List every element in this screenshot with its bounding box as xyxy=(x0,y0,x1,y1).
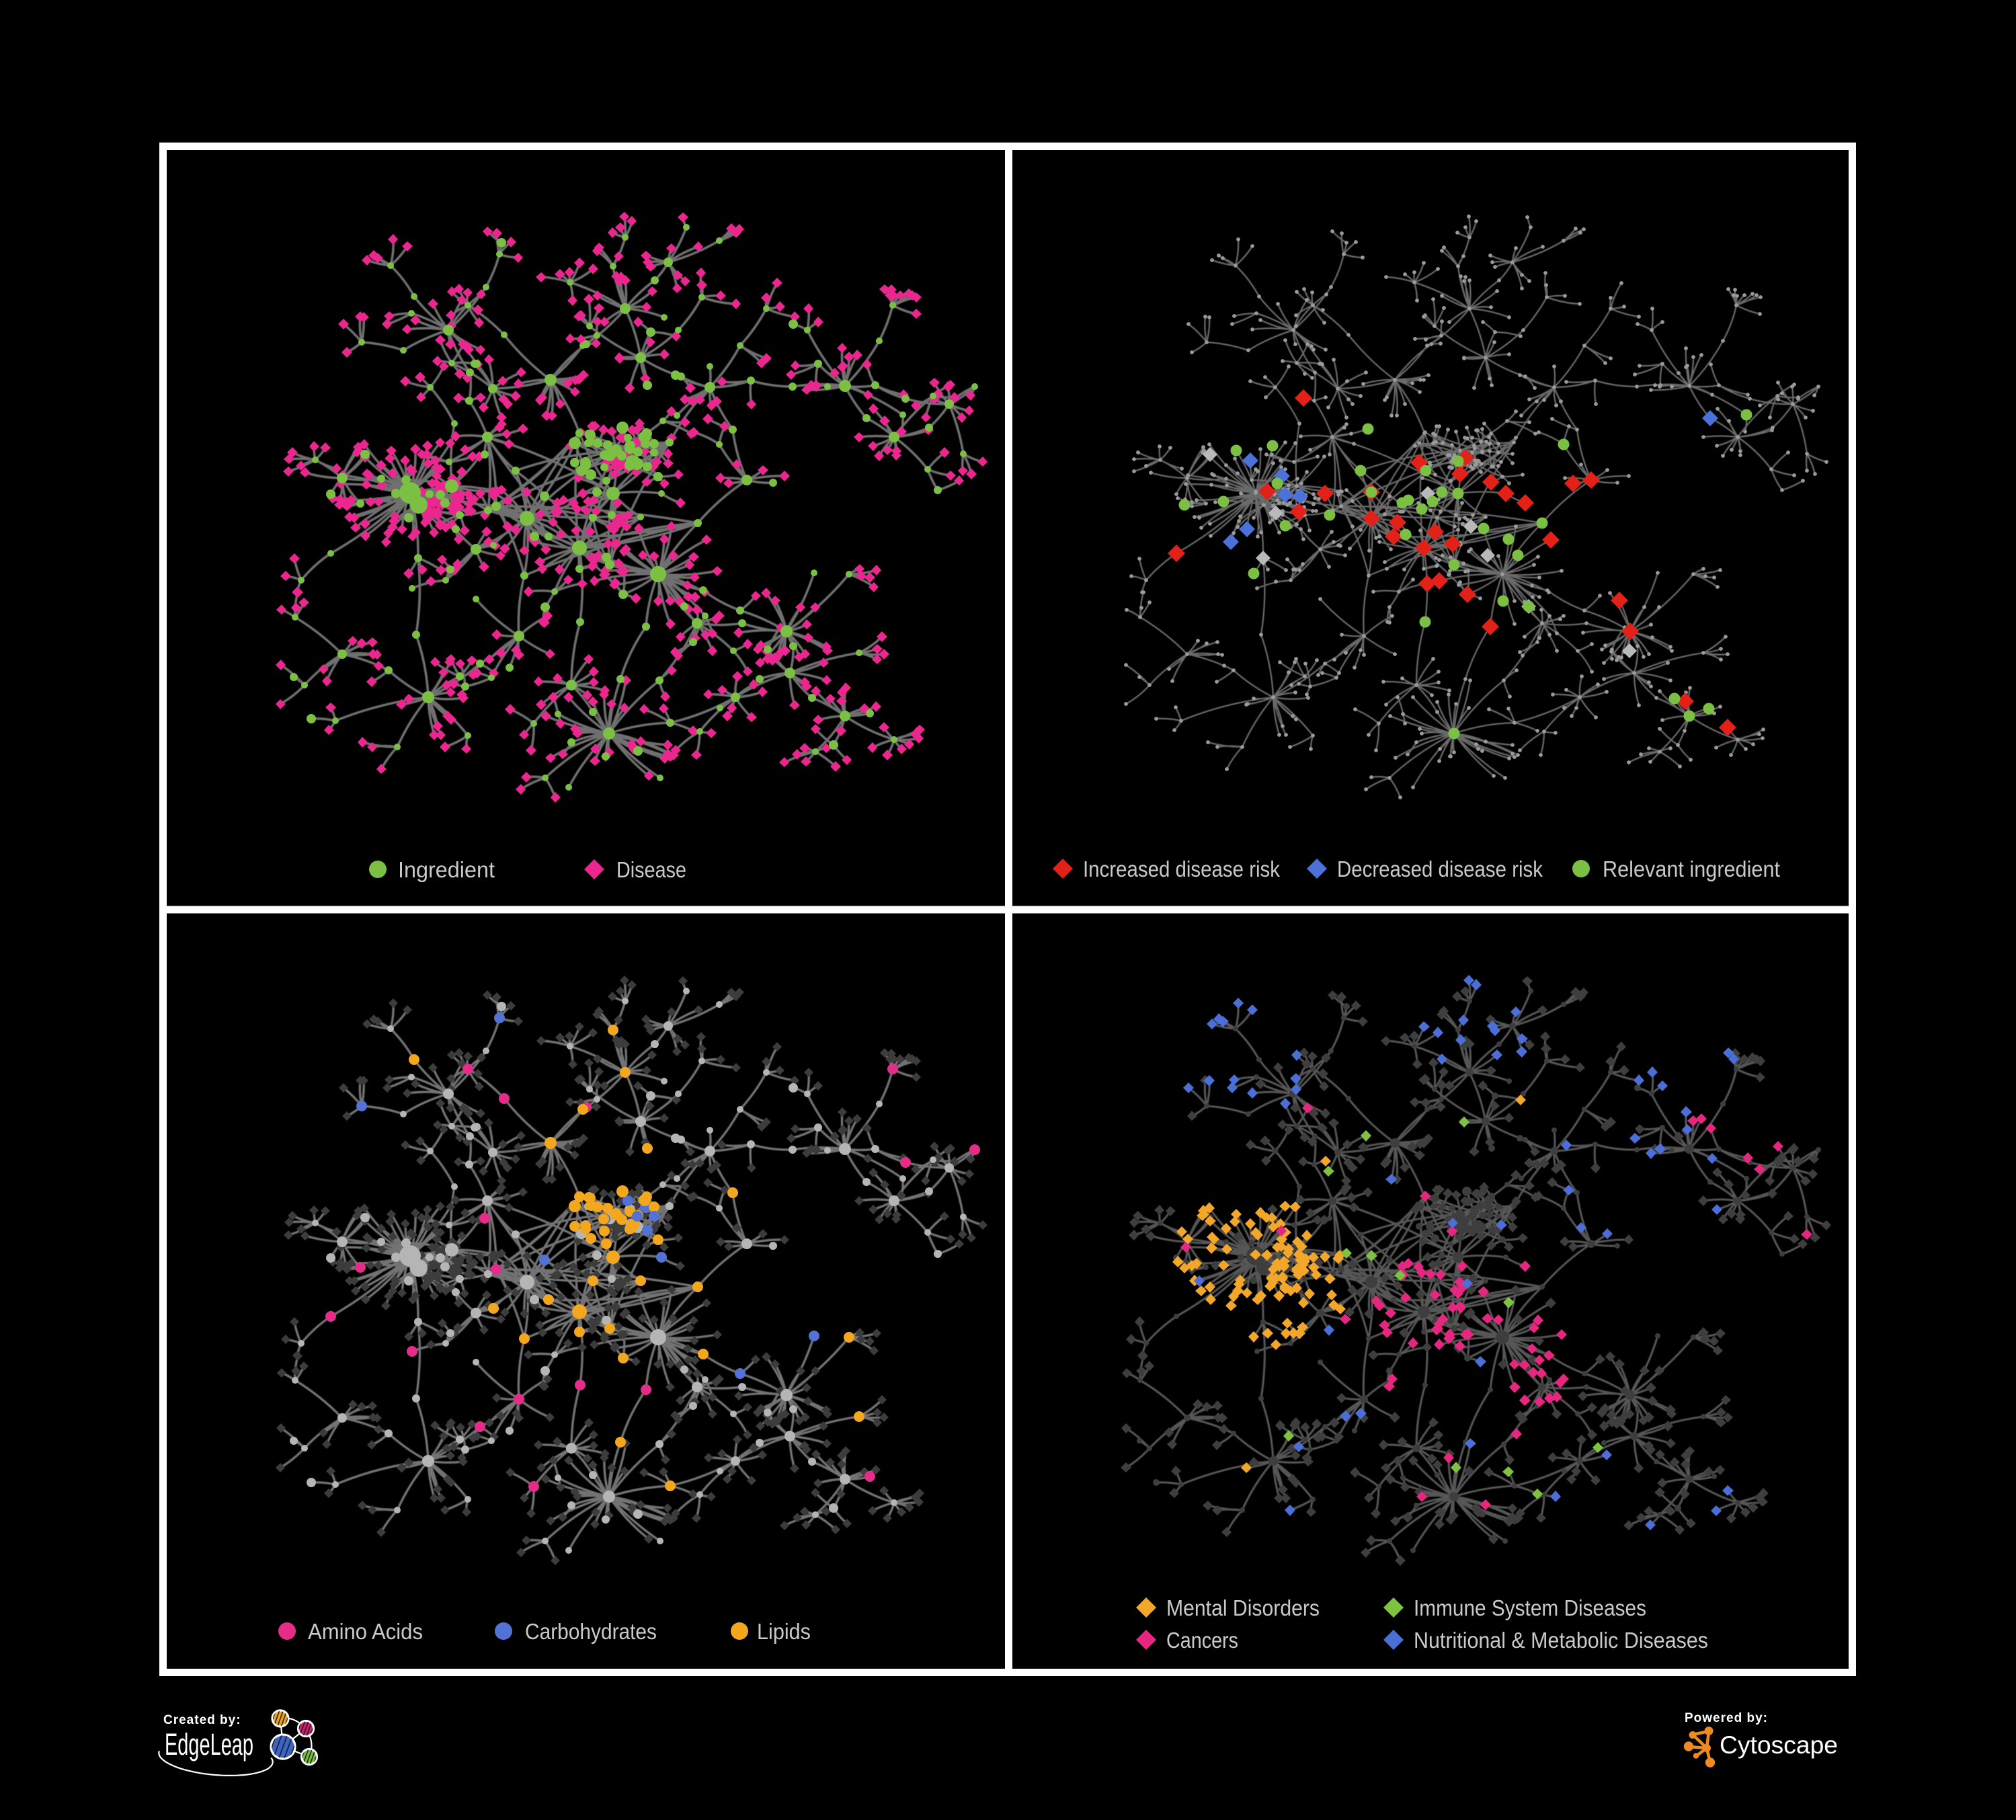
svg-text:Nutritional & Metabolic Diseas: Nutritional & Metabolic Diseases xyxy=(1414,1628,1708,1653)
svg-text:EdgeLeap: EdgeLeap xyxy=(165,1727,253,1762)
svg-text:Created by:: Created by: xyxy=(163,1713,241,1727)
svg-text:Carbohydrates: Carbohydrates xyxy=(525,1619,657,1644)
svg-text:Powered by:: Powered by: xyxy=(1685,1711,1768,1725)
svg-text:Cytoscape: Cytoscape xyxy=(1720,1731,1838,1759)
svg-text:Increased disease risk: Increased disease risk xyxy=(1083,857,1280,881)
svg-text:Cancers: Cancers xyxy=(1166,1628,1238,1653)
svg-text:Immune System Diseases: Immune System Diseases xyxy=(1414,1595,1646,1620)
svg-text:Mental Disorders: Mental Disorders xyxy=(1166,1595,1320,1620)
svg-text:Amino Acids: Amino Acids xyxy=(308,1619,423,1644)
svg-text:Disease: Disease xyxy=(616,857,686,882)
svg-text:Lipids: Lipids xyxy=(757,1619,811,1644)
svg-text:Decreased disease risk: Decreased disease risk xyxy=(1337,857,1543,881)
svg-text:Relevant ingredient: Relevant ingredient xyxy=(1603,857,1780,881)
svg-text:Ingredient: Ingredient xyxy=(398,857,495,882)
